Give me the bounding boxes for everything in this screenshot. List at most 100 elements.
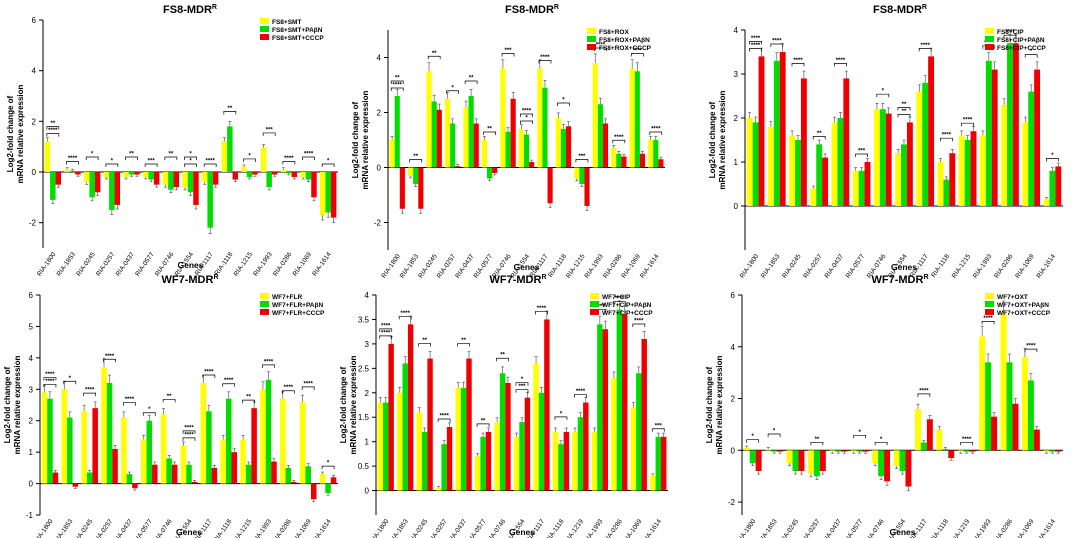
significance-bracket [897, 107, 911, 111]
y-tick-label: 3 [29, 385, 34, 394]
significance-label: ** [432, 51, 437, 57]
bar [592, 63, 598, 168]
significance-bracket [1003, 34, 1017, 39]
x-tick-label: RIA-1800 [36, 251, 58, 278]
significance-bracket [981, 321, 995, 325]
legend-label: FS8+CIP+CCCP [997, 45, 1046, 52]
significance-label: ** [469, 76, 474, 82]
bar [786, 450, 793, 464]
significance-bracket [496, 357, 509, 362]
bar [436, 109, 442, 168]
significance-bracket [574, 394, 587, 398]
bar [121, 417, 127, 484]
bar [792, 450, 799, 471]
bar [266, 172, 272, 188]
legend-swatch [587, 36, 596, 42]
bar [660, 436, 667, 491]
bar [325, 172, 331, 213]
bar [114, 172, 121, 205]
x-tick-label: RIA-1118 [212, 518, 233, 538]
significance-label: **** [633, 48, 643, 54]
significance-label: * [880, 437, 883, 443]
significance-label: ** [500, 353, 505, 359]
bar [926, 419, 933, 451]
significance-bracket [144, 163, 158, 167]
bar [991, 416, 998, 451]
bar [650, 475, 656, 491]
bar [513, 436, 520, 491]
significance-label: **** [634, 319, 644, 325]
y-tick-label: 1 [365, 438, 370, 447]
bar [639, 153, 645, 168]
significance-bracket [961, 122, 974, 127]
x-tick-label: RIA-0437 [447, 518, 469, 538]
bar [884, 450, 891, 482]
chart-title: WF7-MDRR [490, 274, 547, 286]
bar [241, 166, 247, 172]
bar [260, 147, 267, 172]
y-tick-label: -2 [374, 219, 382, 228]
y-tick-label: 4 [365, 291, 370, 300]
bar [446, 427, 453, 491]
bar [777, 450, 784, 452]
legend-swatch [260, 301, 269, 307]
significance-bracket [515, 382, 529, 386]
x-tick-label: RIA-0286 [271, 518, 293, 538]
x-axis-label: Genes [891, 262, 917, 272]
significance-bracket [66, 161, 79, 165]
bar [280, 169, 287, 172]
legend-label: WF7+CIP [602, 294, 631, 301]
chart-title-superscript: R [212, 4, 217, 11]
bar [579, 167, 585, 184]
bar [807, 450, 814, 474]
significance-label: **** [439, 414, 449, 420]
bar [653, 140, 659, 168]
bar [128, 172, 135, 175]
bar [583, 402, 589, 491]
bar [166, 458, 172, 484]
bar [436, 488, 442, 491]
bar [310, 483, 317, 500]
significance-label: **** [1026, 344, 1036, 350]
bar [577, 417, 584, 491]
y-axis-label: Log2-fold change ofmRNA relative express… [708, 90, 727, 189]
legend-swatch [260, 26, 269, 32]
bar [47, 398, 53, 484]
bar [991, 69, 998, 206]
x-tick-label: RIA-0286 [272, 251, 294, 278]
x-tick-label: RIA-1215 [951, 253, 973, 280]
x-tick-label: RIA-1993 [971, 518, 993, 538]
bar [963, 450, 970, 452]
significance-bracket [182, 430, 196, 434]
chart-title: WF7-MDRR [162, 274, 219, 286]
y-tick-label: 4 [29, 354, 34, 363]
bar [852, 170, 859, 206]
significance-bracket [464, 80, 478, 84]
bar [1001, 104, 1008, 206]
bar [584, 167, 590, 206]
bar [55, 172, 62, 185]
significance-label: **** [963, 118, 973, 124]
significance-bracket [515, 389, 529, 393]
bar [518, 129, 524, 168]
significance-label: **** [393, 83, 403, 89]
chart-title: FS8-MDRR [873, 4, 927, 16]
bar [1049, 450, 1056, 452]
bar [61, 389, 68, 484]
x-axis-label: Genes [178, 260, 204, 270]
bar [611, 148, 617, 168]
x-tick-label: RIA-1614 [311, 518, 333, 538]
bar [773, 60, 780, 206]
significance-bracket [767, 433, 781, 437]
bar [920, 442, 927, 451]
significance-label: ** [461, 338, 466, 344]
bar [591, 431, 598, 491]
bar [160, 414, 167, 484]
significance-bracket [222, 383, 236, 387]
bar [858, 170, 865, 206]
significance-label: **** [596, 43, 606, 49]
bar [389, 140, 395, 168]
bar [893, 450, 900, 466]
